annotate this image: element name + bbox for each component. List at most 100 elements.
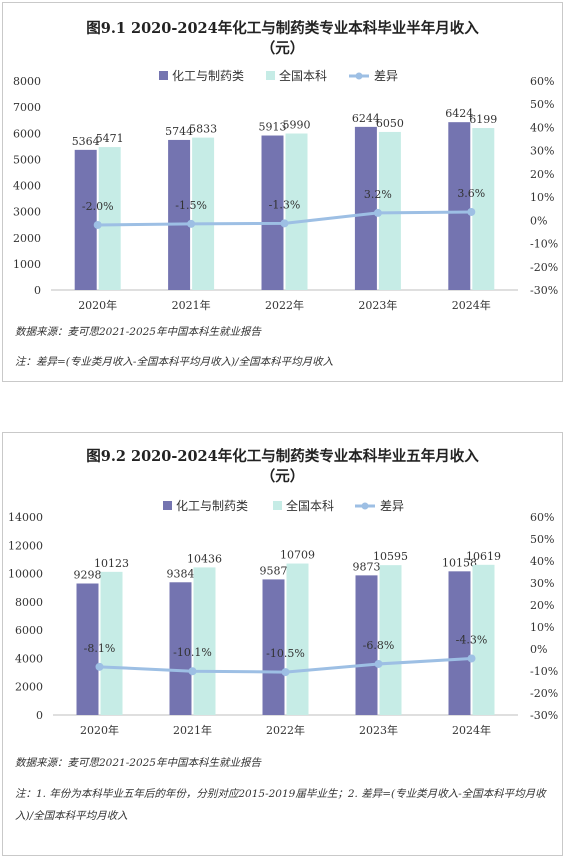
chemical-bar-value-label: 6244	[352, 112, 380, 125]
chart-title-1-line-1: 图9.1 2020-2024年化工与制药类专业本科毕业半年月收入	[86, 20, 479, 37]
right-axis-tick-label: 0%	[530, 214, 547, 227]
national-bar	[193, 567, 216, 715]
difference-point	[281, 668, 290, 677]
left-axis-tick-label: 6000	[15, 624, 43, 637]
difference-value-label: -8.1%	[84, 642, 116, 655]
difference-point	[467, 207, 476, 216]
left-axis-tick-label: 8000	[13, 75, 41, 88]
chemical-bar-value-label: 5364	[72, 135, 100, 148]
category-label: 2021年	[172, 298, 211, 312]
legend-chemical-swatch	[163, 501, 172, 510]
left-axis-tick-label: 4000	[13, 180, 41, 193]
chemical-bar-value-label: 9587	[260, 564, 288, 577]
national-bar	[472, 128, 495, 290]
legend-difference-label: 差异	[374, 69, 398, 83]
legend-difference-label: 差异	[380, 499, 404, 513]
left-axis-tick-label: 10000	[8, 568, 43, 581]
chemical-bar	[448, 571, 471, 715]
chemical-bar	[448, 122, 471, 290]
left-axis-tick-label: 5000	[13, 153, 41, 166]
category-label: 2023年	[358, 298, 397, 312]
chart-2-source-note: 数据来源：麦可思2021-2025年中国本科生就业报告	[15, 757, 261, 769]
chemical-bar	[168, 139, 191, 290]
chart-title-2: 图9.2 2020-2024年化工与制药类专业本科毕业五年月收入 （元）	[3, 447, 562, 487]
right-axis-tick-label: 40%	[530, 555, 554, 568]
left-axis-tick-label: 0	[36, 709, 43, 722]
difference-value-label: 3.6%	[457, 187, 485, 200]
national-bar-value-label: 6199	[469, 113, 497, 126]
national-bar	[192, 137, 215, 290]
national-bar	[286, 563, 309, 715]
national-bar	[100, 571, 123, 715]
right-axis-tick-label: -20%	[530, 687, 558, 700]
category-label: 2024年	[452, 723, 491, 737]
right-axis-tick-label: 20%	[530, 599, 554, 612]
right-axis-tick-label: -10%	[530, 238, 558, 251]
right-axis-tick-label: 40%	[530, 121, 554, 134]
difference-point	[467, 654, 476, 663]
difference-value-label: -10.1%	[173, 646, 212, 659]
chemical-bar	[354, 126, 377, 290]
chemical-bar-value-label: 9298	[74, 568, 102, 581]
difference-value-label: -10.5%	[266, 647, 305, 660]
legend-difference-marker-swatch	[355, 72, 363, 80]
difference-point	[373, 208, 382, 217]
chart-2-footnote: 注：1. 年份为本科毕业五年后的年份，分别对应2015-2019届毕业生；2. …	[15, 788, 546, 822]
right-axis-tick-label: 30%	[530, 145, 554, 158]
difference-value-label: -2.0%	[82, 200, 114, 213]
right-axis-tick-label: -30%	[530, 709, 558, 722]
left-axis-tick-label: 3000	[13, 206, 41, 219]
national-bar	[378, 131, 401, 290]
right-axis-tick-label: 10%	[530, 191, 554, 204]
category-label: 2020年	[80, 723, 119, 737]
chart-title-1: 图9.1 2020-2024年化工与制药类专业本科毕业半年月收入 （元）	[3, 19, 562, 59]
category-label: 2022年	[265, 298, 304, 312]
national-bar	[472, 564, 495, 715]
difference-point	[187, 219, 196, 228]
left-axis-tick-label: 0	[34, 284, 41, 297]
chart-1-source-note: 数据来源：麦可思2021-2025年中国本科生就业报告	[15, 326, 261, 338]
right-axis-tick-label: 0%	[530, 643, 547, 656]
difference-value-label: -6.8%	[363, 639, 395, 652]
national-bar-value-label: 5833	[189, 123, 217, 136]
chemical-bar	[74, 149, 97, 290]
chart-title-2-line-1: 图9.2 2020-2024年化工与制药类专业本科毕业五年月收入	[86, 448, 479, 465]
difference-value-label: -4.3%	[456, 633, 488, 646]
legend-difference-marker-swatch	[361, 502, 369, 510]
right-axis-tick-label: 60%	[530, 75, 554, 88]
right-axis-tick-label: -10%	[530, 665, 558, 678]
right-axis-tick-label: 30%	[530, 577, 554, 590]
right-axis-tick-label: 60%	[530, 511, 554, 524]
right-axis-tick-label: 50%	[530, 98, 554, 111]
difference-point	[280, 219, 289, 228]
left-axis-tick-label: 1000	[13, 258, 41, 271]
chemical-bar-value-label: 6424	[445, 107, 473, 120]
difference-point	[95, 662, 104, 671]
national-bar-value-label: 6050	[376, 117, 404, 130]
category-label: 2024年	[452, 298, 491, 312]
chemical-bar-value-label: 5913	[259, 121, 287, 134]
right-axis-tick-label: -30%	[530, 284, 558, 297]
national-bar	[98, 147, 121, 290]
left-axis-tick-label: 12000	[8, 539, 43, 552]
national-bar	[379, 565, 402, 715]
category-label: 2022年	[266, 723, 305, 737]
legend-national-label: 全国本科	[279, 68, 327, 83]
national-bar-value-label: 10619	[466, 550, 501, 563]
difference-point	[374, 659, 383, 668]
difference-point	[93, 220, 102, 229]
difference-value-label: 3.2%	[364, 188, 392, 201]
left-axis-tick-label: 14000	[8, 511, 43, 524]
chart-title-1-line-2: （元）	[260, 40, 305, 57]
left-axis-tick-label: 2000	[13, 232, 41, 245]
chemical-bar	[355, 575, 378, 715]
category-label: 2020年	[78, 298, 117, 312]
category-label: 2023年	[359, 723, 398, 737]
national-bar-value-label: 10595	[373, 550, 408, 563]
bar-line-chart-1: 化工与制药类 全国本科 差异 0 1000 2000 3000 4000 5000 6000 700…	[13, 68, 558, 312]
national-bar-value-label: 10436	[187, 552, 222, 565]
chemical-bar	[169, 582, 192, 715]
chart-1-formula-note: 注：差异=(专业类月收入-全国本科平均月收入)/全国本科平均月收入	[15, 356, 334, 368]
left-axis-tick-label: 4000	[15, 652, 43, 665]
national-bar-value-label: 5990	[283, 119, 311, 132]
